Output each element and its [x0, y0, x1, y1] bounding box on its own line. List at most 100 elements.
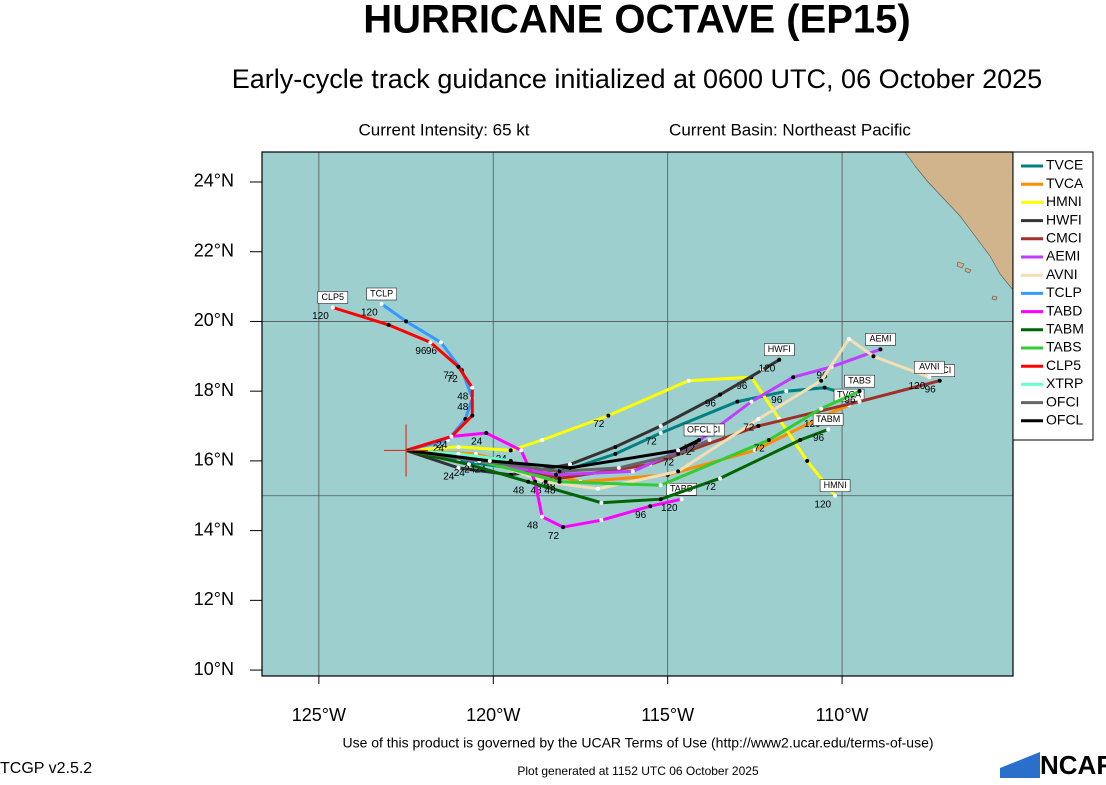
hour-label: 48 — [527, 520, 539, 531]
legend-label: CMCI — [1046, 230, 1082, 246]
island — [956, 261, 998, 301]
track-point — [676, 448, 681, 453]
legend-label: TCLP — [1046, 284, 1082, 300]
y-tick-label: 24°N — [194, 171, 234, 191]
hour-label: 72 — [684, 444, 696, 455]
track-point — [847, 336, 852, 341]
track-point — [606, 413, 611, 418]
track-point — [428, 340, 433, 345]
hour-label: 72 — [447, 374, 459, 385]
hour-label: 120 — [312, 311, 329, 322]
hour-label: 24 — [464, 465, 476, 476]
track-point — [798, 437, 803, 442]
hour-label: 96 — [844, 395, 856, 406]
hour-label: 24 — [454, 468, 466, 479]
legend-label: OFCI — [1046, 393, 1079, 409]
track-point — [599, 518, 604, 523]
hour-label: 96 — [816, 370, 828, 381]
hour-label: 24 — [443, 472, 455, 483]
end-tag: HWFI — [768, 344, 791, 354]
track-point — [404, 319, 409, 324]
track-point — [543, 479, 548, 484]
track-point — [616, 465, 621, 470]
track-point — [648, 504, 653, 509]
track-point — [784, 389, 789, 394]
legend-box — [1012, 151, 1094, 441]
track-point — [449, 434, 454, 439]
end-tag: AVNI — [919, 362, 939, 372]
x-tick-label: 115°W — [641, 705, 694, 725]
hour-label: 120 — [909, 381, 926, 392]
track-point — [676, 469, 681, 474]
track-point — [561, 525, 566, 530]
track-point — [857, 389, 862, 394]
y-tick-label: 10°N — [194, 659, 234, 679]
y-tick-label: 18°N — [194, 380, 234, 400]
hour-label: 72 — [593, 419, 605, 430]
hour-label: 48 — [544, 485, 556, 496]
legend-label: TABM — [1046, 321, 1084, 337]
end-tag: HMNI — [824, 480, 847, 490]
track-point — [526, 479, 531, 484]
track — [332, 306, 474, 452]
track-point — [658, 497, 663, 502]
intensity: Current Intensity: 65 kt — [358, 120, 529, 139]
track-point — [658, 431, 663, 436]
track-point — [557, 479, 562, 484]
end-tag-box — [865, 333, 896, 346]
y-tick-label: 16°N — [194, 450, 234, 470]
legend: TVCE TVCA HMNI HWFI CMCI AEMI AVNI TCLP TABD TABM… — [1021, 157, 1084, 428]
track-point — [456, 364, 461, 369]
hour-label: 24 — [475, 465, 487, 476]
track-point — [707, 437, 712, 442]
end-tag-box — [844, 374, 875, 388]
track-point — [766, 437, 771, 442]
logo: NCAR — [1040, 750, 1106, 780]
track-point — [487, 458, 492, 463]
track-point — [386, 322, 391, 327]
hour-label: 96 — [635, 510, 647, 521]
hour-label: 96 — [415, 346, 427, 357]
y-tick-label: 14°N — [194, 519, 234, 539]
end-tag-box — [812, 413, 844, 426]
title: HURRICANE OCTAVE (EP15) — [363, 0, 910, 42]
end-tag: TCLP — [370, 288, 393, 298]
track-point — [658, 483, 663, 488]
hour-label: 48 — [457, 402, 469, 413]
track-point — [697, 437, 702, 442]
end-tag: CLP5 — [322, 292, 345, 302]
hour-label: 48 — [513, 485, 525, 496]
terms: Use of this product is governed by the U… — [342, 735, 933, 751]
hour-label: 96 — [705, 398, 717, 409]
track-point — [857, 399, 862, 404]
hour-label: 96 — [771, 395, 783, 406]
track-point — [613, 451, 618, 456]
x-tick-label: 110°W — [816, 705, 869, 725]
track-point — [805, 458, 810, 463]
end-tag-box — [914, 360, 945, 374]
track-point — [508, 448, 513, 453]
hour-label: 120 — [661, 503, 678, 514]
hour-label: 72 — [705, 482, 717, 493]
track-point — [595, 486, 600, 491]
track — [405, 428, 829, 505]
legend-label: TVCA — [1046, 175, 1084, 191]
track-point — [676, 451, 681, 456]
track-point — [519, 448, 524, 453]
end-tag: TABS — [848, 376, 871, 386]
track-point — [927, 375, 932, 380]
hour-label: 120 — [759, 363, 776, 374]
track-point — [717, 392, 722, 397]
track-point — [791, 375, 796, 380]
legend-label: AVNI — [1046, 266, 1078, 282]
track-point — [819, 406, 824, 411]
hour-label: 120 — [804, 419, 821, 430]
track-point — [484, 431, 489, 436]
hour-label: 72 — [663, 458, 675, 469]
hour-label: 72 — [646, 437, 658, 448]
track-point — [819, 378, 824, 383]
version: TCGP v2.5.2 — [0, 760, 92, 777]
track-point — [379, 302, 384, 307]
